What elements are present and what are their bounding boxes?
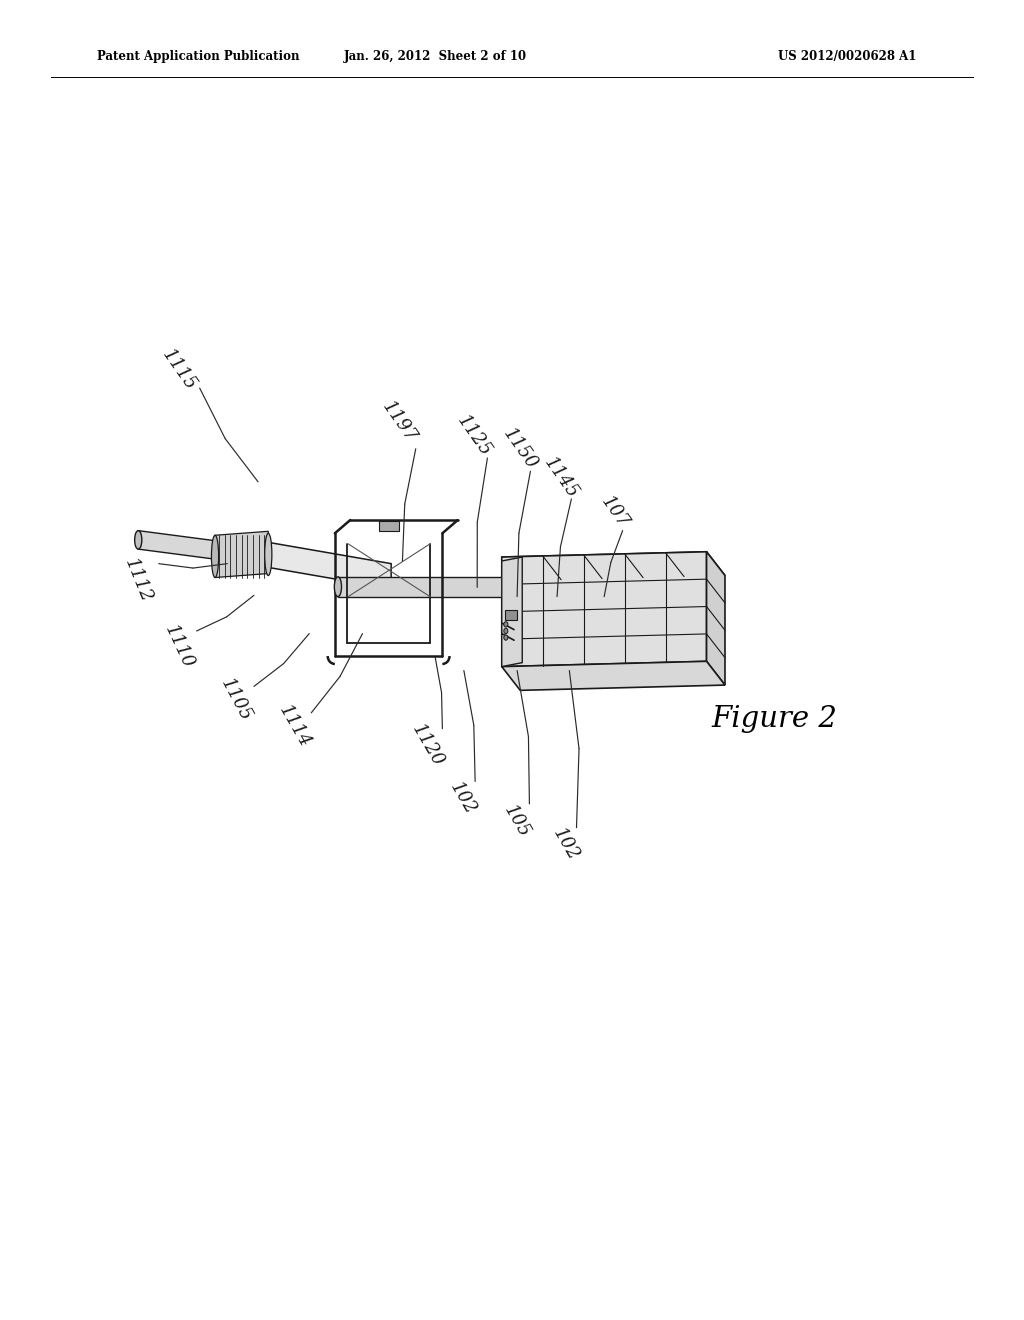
Text: Patent Application Publication: Patent Application Publication [97,50,300,63]
Ellipse shape [135,531,141,549]
Text: 1145: 1145 [541,454,582,502]
Ellipse shape [504,622,508,627]
Polygon shape [215,531,268,578]
Text: 1120: 1120 [409,722,447,770]
Polygon shape [338,577,510,597]
Text: 1114: 1114 [275,702,314,750]
Polygon shape [707,552,725,685]
Ellipse shape [211,536,219,578]
Text: 105: 105 [501,801,534,841]
Polygon shape [502,552,725,581]
Polygon shape [138,531,269,566]
Polygon shape [502,552,707,667]
Text: Figure 2: Figure 2 [712,705,838,734]
Text: 1197: 1197 [379,399,420,446]
Text: US 2012/0020628 A1: US 2012/0020628 A1 [778,50,916,63]
Ellipse shape [334,577,342,597]
Ellipse shape [264,533,272,576]
Polygon shape [502,661,725,690]
Polygon shape [269,543,391,589]
Polygon shape [505,610,517,620]
Text: 102: 102 [549,825,582,865]
Text: 1125: 1125 [454,412,495,459]
Text: Jan. 26, 2012  Sheet 2 of 10: Jan. 26, 2012 Sheet 2 of 10 [344,50,526,63]
Text: 102: 102 [446,779,479,818]
Text: 1115: 1115 [159,346,200,393]
Ellipse shape [504,635,508,640]
Text: 1150: 1150 [500,425,541,473]
Polygon shape [379,521,399,531]
Ellipse shape [504,628,508,634]
Text: 1105: 1105 [217,675,254,725]
Polygon shape [502,557,522,667]
Text: 107: 107 [597,492,632,532]
Text: 1112: 1112 [121,556,156,606]
Text: 1110: 1110 [162,622,197,672]
